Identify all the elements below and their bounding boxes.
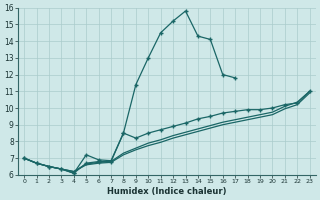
X-axis label: Humidex (Indice chaleur): Humidex (Indice chaleur) — [107, 187, 227, 196]
